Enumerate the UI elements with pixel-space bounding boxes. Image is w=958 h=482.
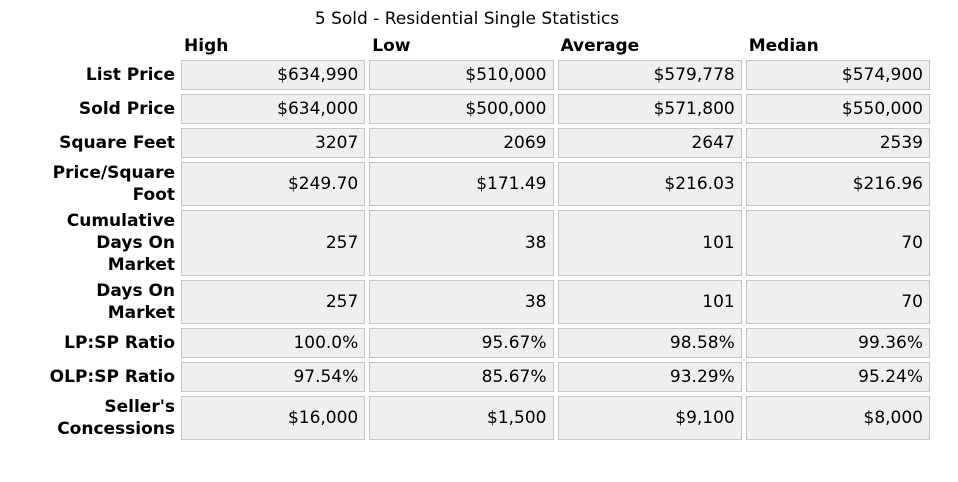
table-row: List Price $634,990 $510,000 $579,778 $574,9…: [4, 60, 930, 90]
table-row: Square Feet 3207 2069 2647 2539: [4, 128, 930, 158]
stat-cell: 2539: [745, 128, 930, 158]
stat-cell: 70: [745, 210, 930, 276]
row-label: Seller's Concessions: [57, 397, 176, 439]
row-label: Price/Square Foot: [52, 163, 176, 205]
stat-cell: 99.36%: [745, 328, 930, 358]
row-label: OLP:SP Ratio: [49, 367, 176, 387]
stat-cell: $249.70: [181, 162, 366, 206]
table-row: Sold Price $634,000 $500,000 $571,800 $550,0…: [4, 94, 930, 124]
statistics-report: 5 Sold - Residential Single Statistics H…: [0, 9, 934, 444]
stat-cell: 38: [369, 210, 554, 276]
stat-cell: 85.67%: [369, 362, 554, 392]
stat-cell: 257: [181, 280, 366, 324]
row-label: Cumulative Days On Market: [66, 211, 176, 275]
stat-cell: $216.03: [557, 162, 742, 206]
stat-cell: $9,100: [557, 396, 742, 440]
column-header-low: Low: [372, 36, 411, 56]
row-label: Sold Price: [78, 99, 176, 119]
stat-cell: $634,990: [181, 60, 366, 90]
table-row: Price/Square Foot $249.70 $171.49 $216.03 $2…: [4, 162, 930, 206]
stat-cell: 38: [369, 280, 554, 324]
row-label: LP:SP Ratio: [64, 333, 176, 353]
column-header-high: High: [184, 36, 229, 56]
statistics-table-body: List Price $634,990 $510,000 $579,778 $574,9…: [4, 60, 930, 440]
stat-cell: 95.67%: [369, 328, 554, 358]
table-row: Seller's Concessions $16,000 $1,500 $9,100 $…: [4, 396, 930, 440]
stat-cell: $171.49: [369, 162, 554, 206]
stat-cell: $216.96: [745, 162, 930, 206]
report-title: 5 Sold - Residential Single Statistics: [314, 9, 620, 29]
table-row: LP:SP Ratio 100.0% 95.67% 98.58% 99.36%: [4, 328, 930, 358]
row-label: Days On Market: [96, 281, 176, 323]
stat-cell: 257: [181, 210, 366, 276]
stat-cell: $634,000: [181, 94, 366, 124]
column-header-spacer: [4, 36, 177, 56]
stat-cell: 98.58%: [557, 328, 742, 358]
table-row: Days On Market 257 38 101 70: [4, 280, 930, 324]
stat-cell: 95.24%: [745, 362, 930, 392]
stat-cell: $8,000: [745, 396, 930, 440]
row-label: Square Feet: [59, 133, 176, 153]
stat-cell: 101: [557, 210, 742, 276]
table-row: OLP:SP Ratio 97.54% 85.67% 93.29% 95.24%: [4, 362, 930, 392]
table-row: Cumulative Days On Market 257 38 101 70: [4, 210, 930, 276]
stat-cell: $579,778: [557, 60, 742, 90]
stat-cell: 93.29%: [557, 362, 742, 392]
stat-cell: 2069: [369, 128, 554, 158]
row-label: List Price: [85, 65, 176, 85]
stat-cell: $574,900: [745, 60, 930, 90]
stat-cell: 97.54%: [181, 362, 366, 392]
stat-cell: $550,000: [745, 94, 930, 124]
stat-cell: 101: [557, 280, 742, 324]
stat-cell: 100.0%: [181, 328, 366, 358]
stat-cell: $500,000: [369, 94, 554, 124]
column-header-median: Median: [748, 36, 819, 56]
stat-cell: $1,500: [369, 396, 554, 440]
stat-cell: 70: [745, 280, 930, 324]
stat-cell: $571,800: [557, 94, 742, 124]
stat-cell: 3207: [181, 128, 366, 158]
column-header-row: High Low Average Median: [4, 36, 930, 56]
stat-cell: 2647: [557, 128, 742, 158]
statistics-table: High Low Average Median List Price $634,9…: [0, 32, 934, 444]
stat-cell: $510,000: [369, 60, 554, 90]
column-header-average: Average: [560, 36, 640, 56]
stat-cell: $16,000: [181, 396, 366, 440]
